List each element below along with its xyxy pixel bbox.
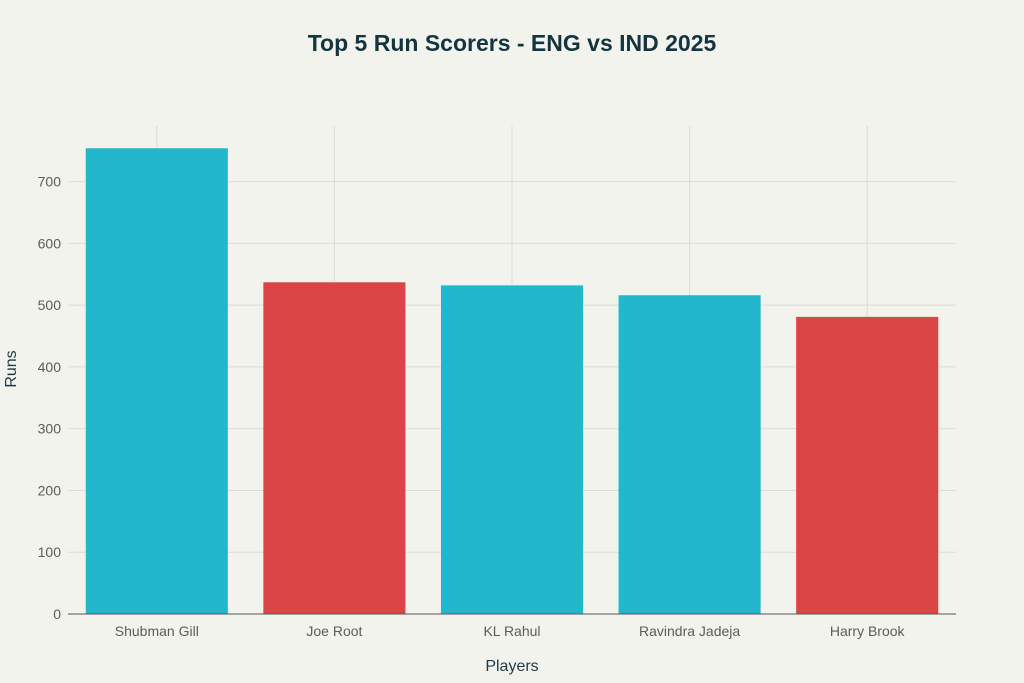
bar[interactable] — [263, 282, 406, 614]
y-tick-label: 700 — [38, 174, 62, 190]
x-tick-label: KL Rahul — [483, 623, 540, 639]
chart-title: Top 5 Run Scorers - ENG vs IND 2025 — [308, 30, 717, 56]
y-axis-title: Runs — [3, 350, 20, 387]
y-tick-label: 600 — [38, 235, 62, 251]
bars — [85, 148, 939, 614]
y-tick-label: 500 — [38, 297, 62, 313]
x-tick-label: Ravindra Jadeja — [639, 623, 740, 639]
bar[interactable] — [796, 316, 939, 614]
x-axis-title: Players — [485, 658, 538, 675]
bar[interactable] — [85, 148, 228, 614]
y-tick-label: 100 — [38, 544, 62, 560]
x-axis-ticks: Shubman Gill Joe Root KL Rahul Ravindra Jad… — [115, 623, 906, 639]
x-tick-label: Harry Brook — [830, 623, 906, 639]
bar[interactable] — [618, 295, 761, 614]
y-tick-label: 300 — [38, 421, 62, 437]
y-axis-ticks: 0 100 200 300 400 500 600 700 — [38, 174, 62, 622]
x-tick-label: Shubman Gill — [115, 623, 199, 639]
y-tick-label: 200 — [38, 482, 62, 498]
bar[interactable] — [440, 285, 584, 614]
y-tick-label: 400 — [38, 359, 62, 375]
x-tick-label: Joe Root — [306, 623, 362, 639]
y-tick-label: 0 — [53, 606, 61, 622]
